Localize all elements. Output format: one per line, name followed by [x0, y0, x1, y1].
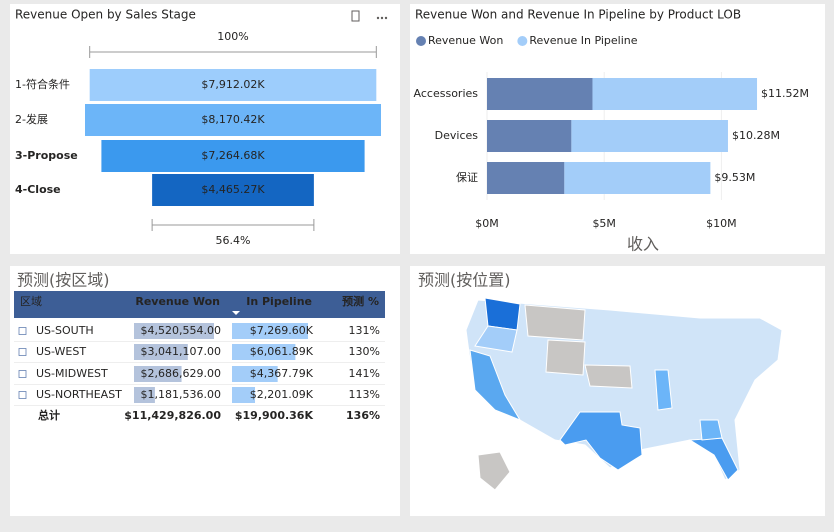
category-label: Accessories	[414, 87, 479, 100]
total-cell: 136%	[346, 409, 380, 422]
cell: $7,269.60K	[250, 324, 314, 337]
value-label: $4,465.27K	[201, 183, 265, 196]
funnel-bar	[152, 174, 314, 206]
data-bar	[134, 366, 182, 382]
cell: 130%	[349, 345, 380, 358]
cell: $2,201.09K	[250, 388, 314, 401]
cell: $6,061.89K	[250, 345, 314, 358]
category-label: 2-发展	[15, 112, 48, 126]
data-bar	[134, 344, 188, 360]
legend-label: Revenue Won	[428, 34, 503, 47]
cell: US-MIDWEST	[36, 367, 108, 380]
funnel-bar	[101, 140, 365, 172]
expand-icon	[18, 370, 27, 378]
cell: $2,686,629.00	[141, 367, 221, 380]
category-label: 保证	[456, 170, 478, 184]
legend-marker	[517, 36, 528, 46]
legend-label: Revenue In Pipeline	[529, 34, 637, 47]
top-label: 100%	[217, 30, 248, 43]
cell: US-WEST	[36, 345, 86, 358]
cell: $3,041,107.00	[141, 345, 221, 358]
total-cell: $11,429,826.00	[124, 409, 221, 422]
x-axis-title: 收入	[627, 235, 659, 254]
value-label: $7,912.02K	[201, 78, 265, 91]
bottom-label: 56.4%	[216, 234, 251, 247]
category-label: Devices	[435, 129, 479, 142]
column-header: 预测 %	[342, 294, 379, 308]
legend-marker	[416, 36, 426, 46]
data-bar	[232, 387, 256, 403]
focus-icon[interactable]	[351, 10, 360, 22]
total-cell: $19,900.36K	[235, 409, 314, 422]
category-label: 4-Close	[15, 183, 61, 196]
expand-icon	[18, 391, 27, 399]
bar-segment	[564, 162, 711, 194]
total-label: $9.53M	[714, 171, 755, 184]
cell: 113%	[349, 388, 380, 401]
value-label: $7,264.68K	[201, 149, 265, 162]
column-header: In Pipeline	[246, 295, 312, 308]
funnel-bar	[85, 104, 381, 136]
data-bar	[134, 387, 155, 403]
table-header	[14, 291, 385, 318]
data-bar	[232, 323, 308, 339]
cell: US-SOUTH	[36, 324, 94, 337]
total-label: $11.52M	[761, 87, 809, 100]
funnel-bar	[89, 69, 377, 101]
bar-segment	[571, 120, 728, 152]
data-bar	[232, 366, 278, 382]
panel-title: 预测(按位置)	[418, 271, 511, 290]
sort-icon	[232, 311, 240, 315]
cell: $1,181,536.00	[141, 388, 221, 401]
cell: US-NORTHEAST	[36, 388, 122, 401]
x-tick-label: $5M	[592, 217, 616, 230]
bar-segment	[487, 162, 565, 194]
x-tick-label: $10M	[706, 217, 737, 230]
cell: 141%	[349, 367, 380, 380]
bar-segment	[592, 78, 758, 110]
cell: $4,367.79K	[250, 367, 314, 380]
data-bar	[232, 344, 296, 360]
more-icon[interactable]	[376, 16, 388, 20]
data-bar	[134, 323, 214, 339]
panel-title: Revenue Open by Sales Stage	[15, 8, 196, 22]
bar-segment	[487, 78, 593, 110]
value-label: $8,170.42K	[201, 113, 265, 126]
total-label: $10.28M	[732, 129, 780, 142]
column-header: 区域	[20, 295, 42, 308]
panel-title: Revenue Won and Revenue In Pipeline by P…	[415, 8, 741, 22]
expand-icon	[18, 327, 27, 335]
cell: $4,520,554.00	[141, 324, 221, 337]
panel-title: 预测(按区域)	[17, 271, 110, 290]
expand-icon	[18, 348, 27, 356]
column-header: Revenue Won	[135, 295, 220, 308]
x-tick-label: $0M	[475, 217, 499, 230]
total-cell: 总计	[38, 408, 60, 422]
us-map	[465, 297, 783, 491]
bar-segment	[487, 120, 572, 152]
category-label: 3-Propose	[15, 149, 78, 162]
cell: 131%	[349, 324, 380, 337]
category-label: 1-符合条件	[15, 77, 70, 91]
